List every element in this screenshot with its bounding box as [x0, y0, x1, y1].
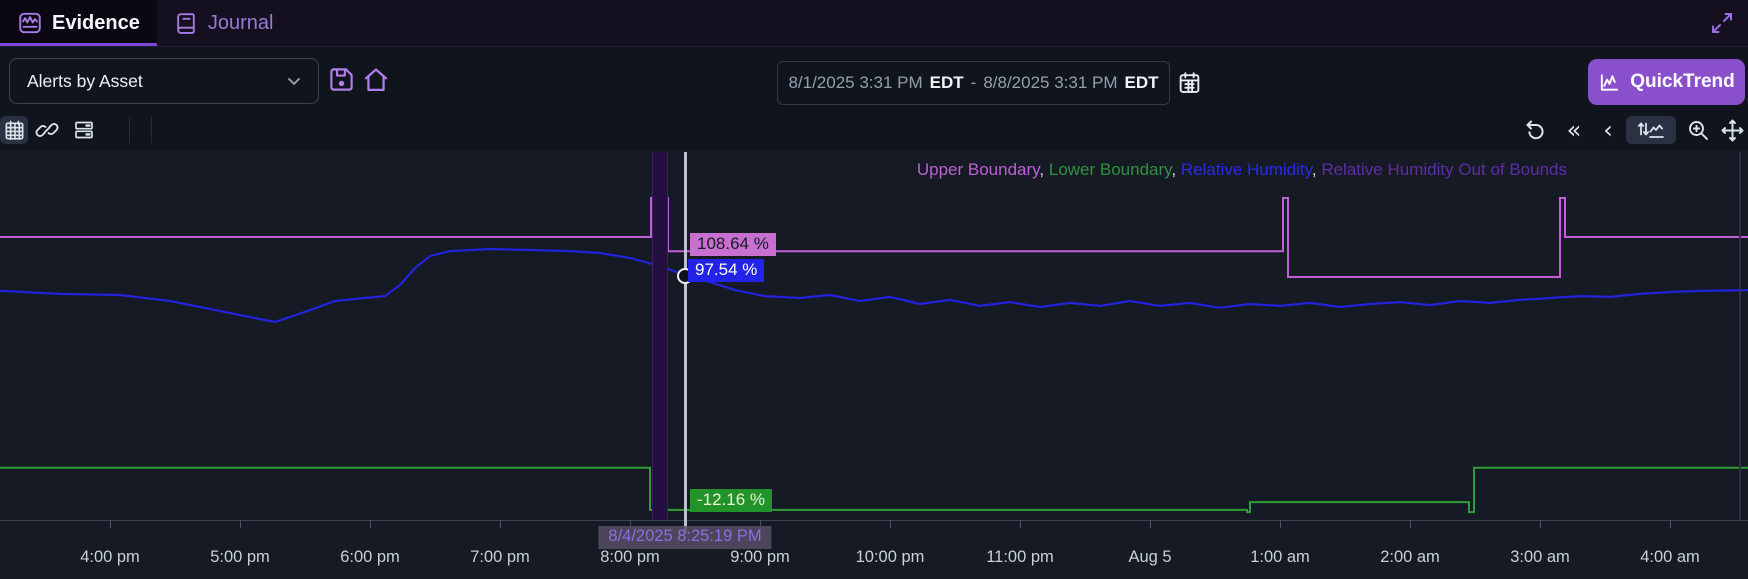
x-axis-label: 5:00 pm: [210, 548, 270, 566]
view-selector-dropdown[interactable]: Alerts by Asset: [9, 58, 319, 104]
date-range-input[interactable]: 8/1/2025 3:31 PM EDT - 8/8/2025 3:31 PM …: [777, 61, 1170, 105]
date-range-separator: -: [970, 73, 977, 92]
out-of-bounds-band: [652, 152, 668, 520]
chevron-down-icon: [284, 71, 304, 91]
x-axis-label: 7:00 pm: [470, 548, 530, 566]
x-axis-label: 1:00 am: [1250, 548, 1310, 566]
legend-separator: ,: [1171, 160, 1181, 179]
link-icon[interactable]: [33, 116, 61, 144]
pan-left-button[interactable]: ‹: [1594, 116, 1622, 144]
calendar-picker-icon[interactable]: [1177, 70, 1202, 95]
x-axis-label: 10:00 pm: [855, 548, 925, 566]
cursor-value-lower-boundary: -12.16 %: [690, 489, 773, 512]
x-axis-tick: [1670, 520, 1671, 528]
legend-separator: ,: [1311, 160, 1322, 179]
tab-evidence[interactable]: Evidence: [0, 0, 157, 46]
cursor-timestamp: 8/4/2025 8:25:19 PM: [598, 526, 772, 549]
x-axis-tick: [1020, 520, 1021, 528]
plot-area[interactable]: [0, 152, 1748, 520]
double-chevron-left-icon: «: [1566, 116, 1582, 144]
x-axis-label: 4:00 am: [1640, 548, 1700, 566]
legend-item[interactable]: Relative Humidity Out of Bounds: [1321, 160, 1567, 179]
x-axis-tick: [630, 520, 631, 528]
date-range-end-tz: EDT: [1124, 73, 1159, 92]
chart-legend: Upper Boundary, Lower Boundary, Relative…: [917, 160, 1567, 180]
chart-cursor[interactable]: [683, 152, 687, 534]
tab-journal-label: Journal: [207, 11, 274, 34]
grid-view-button[interactable]: [0, 116, 28, 144]
x-axis-line: [0, 520, 1748, 521]
zoom-in-icon[interactable]: [1684, 116, 1712, 144]
x-axis-label: Aug 5: [1128, 548, 1172, 566]
x-axis-label: 2:00 am: [1380, 548, 1440, 566]
home-button[interactable]: [362, 66, 390, 94]
x-axis-label: 11:00 pm: [986, 548, 1054, 566]
chart-toolbar: « ‹: [0, 112, 1748, 150]
x-axis-label: 3:00 am: [1510, 548, 1570, 566]
quicktrend-chart-icon: [1598, 71, 1621, 94]
journal-book-icon: [174, 11, 199, 36]
x-axis-tick: [370, 520, 371, 528]
quicktrend-button[interactable]: QuickTrend: [1588, 59, 1745, 105]
date-range-end: 8/8/2025 3:31 PM: [983, 73, 1118, 92]
fullscreen-expand-icon[interactable]: [1708, 9, 1736, 37]
plot-right-border: [1739, 152, 1741, 520]
chevron-left-icon: ‹: [1603, 116, 1613, 144]
rows-view-button[interactable]: [70, 116, 98, 144]
pan-left-fast-button[interactable]: «: [1560, 116, 1588, 144]
x-axis-label: 8:00 pm: [600, 548, 660, 566]
cursor-value-relative-humidity: 97.54 %: [688, 259, 765, 282]
toolbar-divider: [129, 117, 130, 143]
view-selector-value: Alerts by Asset: [27, 70, 143, 91]
x-axis-tick: [500, 520, 501, 528]
save-view-button[interactable]: [328, 66, 355, 93]
date-range-start: 8/1/2025 3:31 PM: [788, 73, 923, 92]
x-axis-tick: [1540, 520, 1541, 528]
tab-journal[interactable]: Journal: [157, 0, 291, 46]
quicktrend-label: QuickTrend: [1630, 71, 1735, 92]
undo-reset-zoom-icon[interactable]: [1520, 116, 1548, 144]
x-axis-tick: [1410, 520, 1411, 528]
tab-evidence-label: Evidence: [52, 11, 140, 34]
quicktrend-chart: Upper Boundary, Lower Boundary, Relative…: [0, 150, 1748, 579]
x-axis-tick: [890, 520, 891, 528]
pan-move-icon[interactable]: [1718, 116, 1746, 144]
sort-trend-mode-button[interactable]: [1626, 116, 1676, 144]
legend-item[interactable]: Relative Humidity: [1180, 160, 1312, 179]
series-relative-humidity: [0, 247, 1748, 324]
x-axis-label: 6:00 pm: [340, 548, 400, 566]
controls-row: Alerts by Asset 8/1/2025 3:31 PM EDT - 8…: [0, 46, 1748, 112]
date-range-start-tz: EDT: [929, 73, 964, 92]
legend-separator: ,: [1039, 160, 1049, 179]
x-axis-tick: [240, 520, 241, 528]
toolbar-divider: [151, 117, 152, 143]
cursor-value-upper-boundary: 108.64 %: [690, 233, 776, 256]
x-axis-tick: [1280, 520, 1281, 528]
legend-item[interactable]: Upper Boundary: [916, 160, 1040, 179]
x-axis-tick: [1150, 520, 1151, 528]
evidence-chart-icon: [17, 10, 43, 36]
x-axis-label: 4:00 pm: [80, 548, 140, 566]
x-axis-tick: [110, 520, 111, 528]
x-axis-tick: [760, 520, 761, 528]
x-axis-label: 9:00 pm: [730, 548, 790, 566]
series-lower-boundary: [0, 466, 1748, 514]
legend-item[interactable]: Lower Boundary: [1048, 160, 1172, 179]
tab-bar: Evidence Journal: [0, 0, 1748, 47]
series-upper-boundary: [0, 197, 1748, 281]
